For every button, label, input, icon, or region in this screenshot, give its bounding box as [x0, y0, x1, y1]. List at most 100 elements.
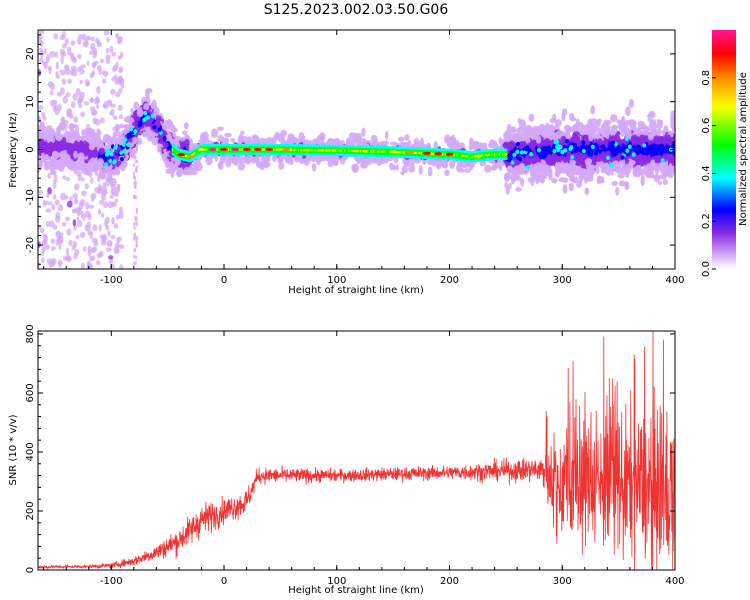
- spectrogram-cell: [228, 154, 234, 162]
- spectrogram-cell: [371, 155, 378, 164]
- spectrogram-cell: [89, 264, 94, 269]
- spectrogram-cell: [103, 30, 110, 36]
- spectrogram-cell: [70, 65, 77, 71]
- spectrogram-cell: [90, 196, 95, 202]
- spectrogram-marks: [38, 30, 675, 269]
- spectrogram-cell: [297, 137, 302, 144]
- spectrogram-cell: [278, 161, 285, 170]
- spectrogram-cell: [49, 50, 56, 58]
- spectrogram-cell: [38, 34, 43, 41]
- spectrogram-cell: [76, 37, 82, 45]
- spectrogram-cell: [67, 78, 73, 84]
- spectrogram-cell: [98, 147, 105, 155]
- spectrogram-cell: [591, 133, 596, 138]
- spectrogram-cell: [111, 76, 117, 82]
- spectrogram-cell: [112, 115, 118, 120]
- spectrogram-cell: [132, 236, 136, 241]
- spectrogram-cell: [602, 122, 610, 128]
- spectrogram-cell: [65, 216, 70, 222]
- spectrogram-cell: [54, 51, 58, 59]
- spectrogram-cell: [236, 156, 244, 164]
- spectrogram-cell: [110, 108, 115, 117]
- spectrogram-cell: [104, 216, 110, 224]
- spectrogram-cell: [52, 194, 57, 200]
- spectrogram-cell: [508, 140, 516, 149]
- spectrogram-cell: [83, 166, 89, 173]
- spectrogram-cell: [175, 169, 183, 178]
- spectrogram-cell: [76, 53, 82, 59]
- spectrogram-cell: [135, 159, 139, 164]
- spectrogram-cell: [649, 120, 655, 128]
- spectrogram-cell: [107, 201, 114, 209]
- spectrogram-cell: [84, 224, 91, 232]
- spectrogram-cell: [85, 162, 93, 168]
- spectrogram-cell: [216, 126, 224, 132]
- spectrogram-cell: [172, 132, 177, 138]
- spectrogram-cell: [73, 199, 79, 205]
- spectrogram-cell: [635, 138, 642, 146]
- spectrogram-cell: [456, 163, 463, 173]
- spectrogram-cell: [562, 184, 568, 194]
- spectrogram-cell: [79, 231, 86, 238]
- spectrogram-cell: [57, 161, 66, 170]
- spectrogram-cell: [132, 254, 136, 259]
- spectrogram-cell: [589, 148, 594, 157]
- spectrogram-cell: [391, 164, 396, 171]
- spectrogram-cell: [116, 185, 121, 193]
- spectrogram-cell: [511, 133, 517, 139]
- spectrogram-cell: [206, 153, 213, 160]
- spectrogram-cell: [60, 56, 64, 65]
- spectrogram-cell: [42, 115, 47, 121]
- spectrogram-cell: [50, 238, 56, 244]
- spectrogram-cell: [68, 123, 75, 130]
- spectrogram-cell: [603, 164, 610, 174]
- spectrogram-cell: [55, 231, 61, 239]
- spectrogram-cell: [43, 237, 48, 246]
- spectrogram-cell: [53, 33, 59, 40]
- spectrogram-cell: [99, 234, 104, 239]
- spectrogram-cell: [47, 65, 52, 72]
- spectrogram-cell: [86, 60, 90, 67]
- spectrogram-cell: [89, 97, 95, 103]
- spectrogram-cell: [168, 151, 174, 157]
- spectrogram-cell: [47, 201, 53, 206]
- spectrogram-cell: [72, 219, 77, 227]
- spectrogram-cell: [398, 136, 405, 143]
- spectrogram-cell: [88, 137, 93, 144]
- spectrogram-cell: [69, 143, 76, 151]
- spectrogram-cell: [184, 138, 190, 147]
- spectrogram-cell: [61, 137, 67, 145]
- spectrogram-cell: [468, 137, 474, 147]
- spectrogram-cell: [384, 130, 389, 140]
- spectrogram-cell: [102, 201, 109, 209]
- spectrogram-cell: [133, 181, 136, 186]
- spectrogram-cell: [519, 162, 525, 168]
- spectrogram-cell: [57, 259, 63, 266]
- spectrogram-cell: [552, 113, 557, 121]
- spectrogram-cell: [510, 179, 515, 185]
- spectrogram-cell: [65, 92, 71, 98]
- spectrogram-cell: [91, 61, 97, 69]
- spectrogram-cell: [618, 123, 623, 132]
- spectrogram-cell: [77, 219, 83, 228]
- spectrogram-cell: [105, 247, 112, 253]
- spectrogram-cell: [102, 103, 107, 109]
- spectrogram-cell: [260, 154, 267, 160]
- spectrogram-cell: [389, 141, 398, 146]
- spectrogram-cell: [671, 145, 675, 150]
- spectrogram-cell: [567, 170, 573, 179]
- spectrogram-cell: [237, 162, 246, 171]
- spectrogram-cell: [584, 158, 593, 165]
- spectrogram-cell: [592, 126, 599, 131]
- spectrogram-cell: [90, 42, 96, 50]
- spectrogram-cell: [413, 157, 422, 164]
- spectrogram-cell: [670, 115, 675, 124]
- spectrogram-cell: [171, 125, 176, 133]
- spectrogram-cell: [43, 147, 51, 153]
- spectrogram-cell: [541, 163, 550, 170]
- spectrogram-cell: [92, 224, 98, 232]
- spectrogram-cell: [113, 201, 117, 207]
- spectrogram-cell: [427, 166, 433, 177]
- spectrogram-cell: [100, 240, 107, 246]
